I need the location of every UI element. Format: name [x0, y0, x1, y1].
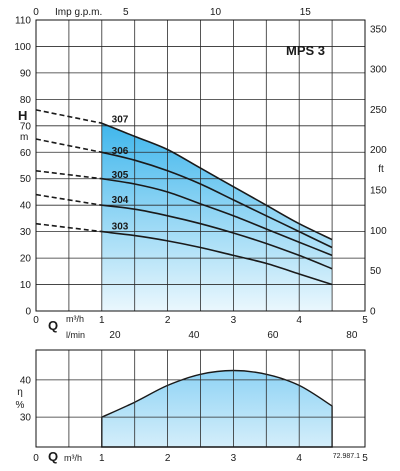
curve-307: [101, 122, 333, 241]
head-tick-labels: 0102030405060708090100110050100150200250…: [14, 7, 387, 341]
y-ft-tick-label: 150: [370, 186, 387, 197]
x-lmin-tick-label: 40: [188, 330, 200, 341]
efficiency-tick-labels: 30 40 0 1 2 3 4 5: [20, 375, 368, 464]
curve-304-extrapolated: [35, 193, 102, 206]
curve-307-extrapolated: [35, 109, 102, 124]
y-tick-label: 60: [20, 148, 32, 159]
eff-y-axis-label: η: [17, 387, 23, 398]
y-ft-tick-label: 200: [370, 145, 387, 156]
x-tick-label: 0: [33, 315, 39, 326]
eff-x-tick-label: 3: [231, 453, 237, 464]
efficiency-grid: [36, 350, 365, 447]
curve-303-extrapolated: [35, 222, 102, 233]
eff-y-axis-unit: %: [16, 400, 25, 411]
y-tick-label: 40: [20, 201, 32, 212]
head-plot-frame: [35, 19, 366, 312]
x-gpm-tick-label: 15: [300, 7, 312, 18]
x-gpm-tick-label: 5: [123, 7, 129, 18]
eff-x-tick-label: 2: [165, 453, 171, 464]
chart-title: MPS 3: [286, 43, 325, 58]
series-label-307: 307: [112, 114, 129, 125]
x-axis-unit-m3h: m³/h: [66, 314, 84, 324]
eff-y-tick-label: 30: [20, 413, 32, 424]
eff-x-axis-unit: m³/h: [64, 453, 82, 463]
head-series-group: 307 306 305 304 303: [35, 109, 333, 286]
x-tick-label: 5: [362, 315, 368, 326]
curve-303: [101, 230, 333, 286]
y-tick-label: 110: [15, 16, 31, 27]
figure-code: 72.987.1: [333, 453, 360, 460]
eff-y-tick-label: 40: [20, 375, 32, 386]
y-tick-label: 70: [20, 121, 32, 132]
y-tick-label: 100: [14, 42, 31, 53]
efficiency-chart: 30 40 0 1 2 3 4 5 η % Q m³/h 72.987.1: [16, 349, 368, 464]
y-tick-label: 20: [20, 254, 32, 265]
curve-306-extrapolated: [35, 138, 102, 154]
x-tick-label: 3: [231, 315, 237, 326]
y-ft-tick-label: 300: [370, 65, 387, 76]
y-axis-label: H: [18, 108, 27, 123]
y-tick-label: 80: [20, 95, 32, 106]
x-lmin-tick-label: 60: [267, 330, 279, 341]
curve-306: [101, 151, 333, 249]
series-label-305: 305: [112, 170, 129, 181]
x-axis-unit-lmin: l/min: [66, 330, 85, 340]
y-tick-label: 90: [20, 68, 32, 79]
y-tick-label: 10: [20, 280, 32, 291]
series-label-303: 303: [112, 222, 129, 233]
efficiency-area: [101, 369, 333, 448]
eff-x-tick-label: 1: [99, 453, 105, 464]
y-ft-tick-label: 0: [370, 307, 376, 318]
series-label-306: 306: [112, 146, 129, 157]
efficiency-plot-frame: [35, 349, 366, 448]
eff-x-tick-label: 5: [362, 453, 368, 464]
x-axis-label: Q: [48, 318, 58, 333]
eff-x-tick-label: 4: [296, 453, 302, 464]
y-ft-tick-label: 250: [370, 105, 387, 116]
y-tick-label: 30: [20, 227, 32, 238]
y-axis-unit: m: [20, 132, 28, 143]
top-axis-label: Imp g.p.m.: [55, 7, 102, 18]
curve-305: [101, 177, 333, 257]
right-axis-unit: ft: [378, 164, 384, 175]
x-lmin-tick-label: 20: [109, 330, 121, 341]
curve-305-extrapolated: [35, 170, 102, 180]
eff-x-tick-label: 0: [33, 453, 39, 464]
x-gpm-tick-label: 10: [210, 7, 222, 18]
series-label-304: 304: [112, 195, 129, 206]
curve-304: [101, 204, 333, 270]
x-tick-label: 2: [165, 315, 171, 326]
y-ft-tick-label: 100: [370, 226, 387, 237]
x-lmin-tick-label: 80: [346, 330, 358, 341]
x-tick-label: 1: [99, 315, 105, 326]
eff-x-axis-label: Q: [48, 449, 58, 464]
y-tick-label: 50: [20, 174, 32, 185]
y-ft-tick-label: 50: [370, 266, 382, 277]
y-ft-tick-label: 350: [370, 24, 387, 35]
head-operating-area: [101, 123, 333, 311]
y-tick-label: 0: [25, 307, 31, 318]
x-gpm-tick-label: 0: [33, 7, 39, 18]
x-tick-label: 4: [296, 315, 302, 326]
